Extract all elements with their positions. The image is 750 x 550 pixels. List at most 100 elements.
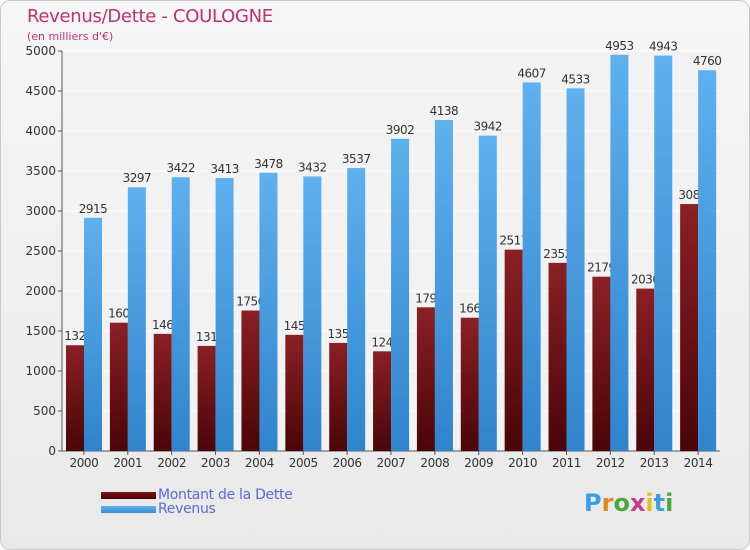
bar-revenue bbox=[610, 54, 629, 451]
y-tick-label: 3000 bbox=[25, 204, 56, 218]
data-label-revenue: 4943 bbox=[649, 40, 678, 54]
bar-revenue bbox=[215, 177, 234, 451]
x-tick-label: 2004 bbox=[245, 456, 274, 470]
bar-revenue bbox=[171, 177, 190, 452]
data-label-revenue: 4607 bbox=[517, 66, 546, 80]
x-tick-label: 2012 bbox=[596, 456, 625, 470]
logo-letter: o bbox=[613, 489, 630, 517]
data-label-revenue: 3478 bbox=[254, 157, 283, 171]
bar-debt bbox=[153, 333, 172, 451]
data-label-revenue: 4138 bbox=[430, 104, 459, 118]
x-tick-label: 2008 bbox=[420, 456, 449, 470]
data-label-revenue: 3942 bbox=[474, 120, 503, 134]
x-tick-label: 2013 bbox=[640, 456, 669, 470]
data-label-revenue: 4533 bbox=[561, 72, 590, 86]
x-tick-label: 2001 bbox=[113, 456, 142, 470]
data-label-debt: 160 bbox=[108, 307, 129, 321]
bar-debt bbox=[285, 334, 304, 451]
y-tick-label: 4000 bbox=[25, 124, 56, 138]
data-label-debt: 2030 bbox=[631, 273, 660, 287]
logo-letter: r bbox=[601, 489, 614, 517]
x-tick-label: 2007 bbox=[377, 456, 406, 470]
x-tick-label: 2010 bbox=[508, 456, 537, 470]
bar-revenue bbox=[434, 119, 453, 452]
y-tick-label: 4500 bbox=[25, 84, 56, 98]
y-tick-label: 2000 bbox=[25, 284, 56, 298]
bar-debt bbox=[636, 288, 655, 451]
bar-debt bbox=[373, 351, 392, 451]
x-tick-label: 2003 bbox=[201, 456, 230, 470]
x-tick-label: 2014 bbox=[684, 456, 713, 470]
bar-revenue bbox=[566, 88, 585, 452]
data-label-debt: 2517 bbox=[499, 234, 528, 248]
legend-item-revenue[interactable]: Revenus bbox=[101, 502, 293, 516]
data-label-revenue: 3432 bbox=[298, 160, 327, 174]
data-label-debt: 145 bbox=[284, 319, 305, 333]
legend-item-debt[interactable]: Montant de la Dette bbox=[101, 488, 293, 502]
data-label-debt: 146 bbox=[152, 318, 173, 332]
logo-letter: i bbox=[645, 489, 654, 517]
bar-revenue bbox=[127, 187, 146, 452]
bar-revenue bbox=[259, 172, 278, 451]
legend-label-revenue: Revenus bbox=[158, 501, 216, 517]
bar-debt bbox=[416, 307, 435, 451]
legend-swatch-debt bbox=[101, 491, 156, 499]
data-label-debt: 2352 bbox=[543, 247, 572, 261]
chart-title: Revenus/Dette - COULOGNE bbox=[27, 6, 273, 27]
bar-debt bbox=[329, 342, 348, 451]
logo-letter: t bbox=[653, 489, 666, 517]
bar-revenue bbox=[698, 70, 717, 451]
bar-debt bbox=[504, 249, 523, 451]
data-label-revenue: 3422 bbox=[166, 161, 195, 175]
data-label-revenue: 3537 bbox=[342, 152, 371, 166]
legend-swatch-revenue bbox=[101, 505, 156, 513]
x-tick-label: 2006 bbox=[333, 456, 362, 470]
x-tick-label: 2009 bbox=[464, 456, 493, 470]
logo-letter: i bbox=[665, 489, 674, 517]
y-tick-label: 3500 bbox=[25, 164, 56, 178]
bar-revenue bbox=[84, 217, 102, 451]
bar-debt bbox=[66, 345, 84, 451]
bar-debt bbox=[548, 262, 567, 451]
data-label-revenue: 4760 bbox=[693, 54, 722, 68]
logo-letter: x bbox=[629, 489, 646, 517]
data-label-revenue: 3297 bbox=[123, 171, 152, 185]
proxiti-logo[interactable]: Proxiti bbox=[584, 489, 673, 517]
x-tick-label: 2000 bbox=[69, 456, 98, 470]
bar-revenue bbox=[347, 168, 366, 452]
legend: Montant de la Dette Revenus bbox=[101, 488, 293, 516]
bar-debt bbox=[680, 204, 699, 451]
bar-debt bbox=[109, 322, 128, 451]
data-label-debt: 308 bbox=[678, 188, 699, 202]
bar-revenue bbox=[478, 135, 497, 451]
x-tick-label: 2011 bbox=[552, 456, 581, 470]
data-label-revenue: 2915 bbox=[79, 202, 108, 216]
data-label-revenue: 4953 bbox=[605, 39, 634, 53]
bar-debt bbox=[241, 310, 260, 451]
bar-revenue bbox=[654, 55, 673, 452]
data-label-debt: 179 bbox=[415, 291, 436, 305]
data-label-debt: 131 bbox=[196, 330, 217, 344]
data-label-debt: 1756 bbox=[236, 295, 265, 309]
bar-revenue bbox=[391, 138, 410, 451]
y-tick-label: 1000 bbox=[25, 364, 56, 378]
bar-revenue bbox=[303, 176, 322, 451]
data-label-debt: 166 bbox=[459, 302, 480, 316]
x-tick-label: 2002 bbox=[157, 456, 186, 470]
data-label-debt: 124 bbox=[371, 335, 392, 349]
x-tick-label: 2005 bbox=[289, 456, 318, 470]
bar-debt bbox=[460, 317, 479, 451]
chart-subtitle: (en milliers d'€) bbox=[27, 30, 114, 43]
bar-debt bbox=[197, 345, 216, 451]
data-label-revenue: 3902 bbox=[386, 123, 415, 137]
legend-label-debt: Montant de la Dette bbox=[158, 487, 293, 503]
y-tick-label: 1500 bbox=[25, 324, 56, 338]
y-tick-label: 5000 bbox=[25, 44, 56, 58]
y-tick-label: 2500 bbox=[25, 244, 56, 258]
data-label-debt: 135 bbox=[327, 327, 348, 341]
logo-letter: P bbox=[584, 489, 602, 517]
y-tick-label: 500 bbox=[33, 404, 56, 418]
data-label-revenue: 3413 bbox=[210, 162, 239, 176]
